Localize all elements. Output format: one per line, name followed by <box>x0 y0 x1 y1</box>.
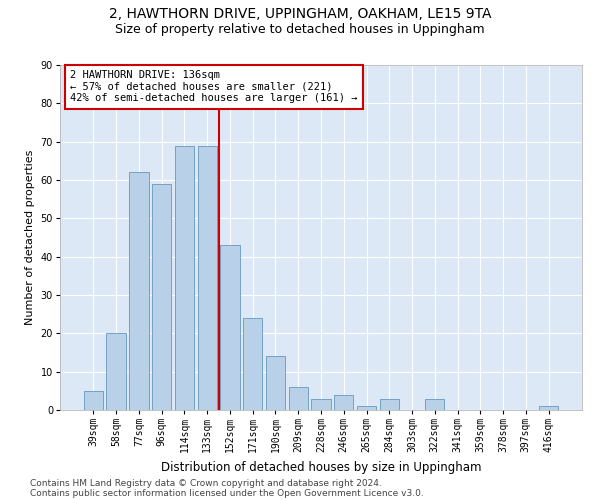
Bar <box>311 398 331 410</box>
Text: Contains HM Land Registry data © Crown copyright and database right 2024.: Contains HM Land Registry data © Crown c… <box>30 478 382 488</box>
Bar <box>243 318 262 410</box>
Text: Size of property relative to detached houses in Uppingham: Size of property relative to detached ho… <box>115 22 485 36</box>
Bar <box>357 406 376 410</box>
Bar <box>539 406 558 410</box>
Bar <box>220 245 239 410</box>
Bar <box>197 146 217 410</box>
X-axis label: Distribution of detached houses by size in Uppingham: Distribution of detached houses by size … <box>161 460 481 473</box>
Text: 2, HAWTHORN DRIVE, UPPINGHAM, OAKHAM, LE15 9TA: 2, HAWTHORN DRIVE, UPPINGHAM, OAKHAM, LE… <box>109 8 491 22</box>
Bar <box>84 391 103 410</box>
Bar <box>380 398 399 410</box>
Bar <box>152 184 172 410</box>
Bar <box>106 334 126 410</box>
Bar <box>175 146 194 410</box>
Bar <box>266 356 285 410</box>
Y-axis label: Number of detached properties: Number of detached properties <box>25 150 35 325</box>
Bar <box>289 387 308 410</box>
Bar <box>425 398 445 410</box>
Text: Contains public sector information licensed under the Open Government Licence v3: Contains public sector information licen… <box>30 488 424 498</box>
Bar <box>334 394 353 410</box>
Bar <box>129 172 149 410</box>
Text: 2 HAWTHORN DRIVE: 136sqm
← 57% of detached houses are smaller (221)
42% of semi-: 2 HAWTHORN DRIVE: 136sqm ← 57% of detach… <box>70 70 358 103</box>
